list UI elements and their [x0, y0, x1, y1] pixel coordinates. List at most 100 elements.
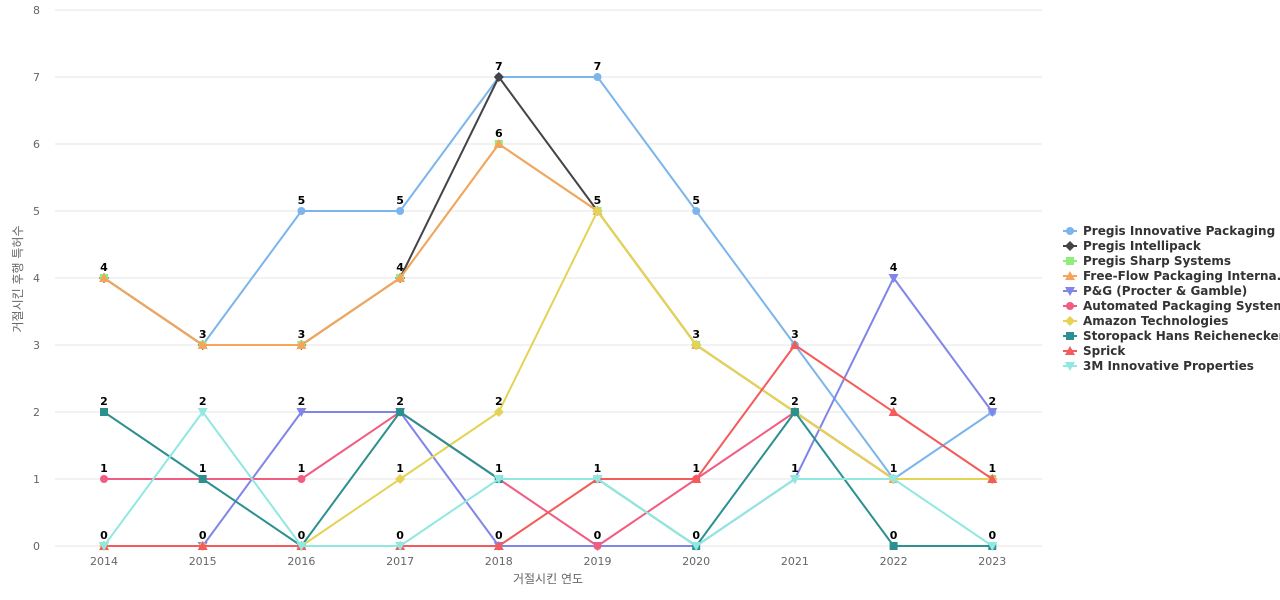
- legend-item[interactable]: Pregis Sharp Systems: [1063, 254, 1231, 268]
- legend-label: Automated Packaging Systems: [1083, 299, 1280, 313]
- data-label: 2: [298, 395, 306, 408]
- legend-item[interactable]: P&G (Procter & Gamble): [1063, 284, 1247, 298]
- legend-item[interactable]: Pregis Innovative Packaging: [1063, 224, 1275, 238]
- data-point[interactable]: [691, 474, 702, 483]
- data-point[interactable]: [100, 408, 108, 416]
- data-point[interactable]: [790, 408, 799, 416]
- data-point[interactable]: [888, 407, 899, 416]
- series-line: [104, 210, 993, 547]
- data-point[interactable]: [692, 207, 701, 215]
- data-point[interactable]: [592, 475, 603, 484]
- series-line: [103, 411, 993, 547]
- legend-marker-icon[interactable]: [1066, 302, 1074, 310]
- data-point[interactable]: [100, 475, 108, 483]
- data-point[interactable]: [99, 273, 109, 282]
- legend-label: Pregis Intellipack: [1083, 239, 1202, 253]
- data-point[interactable]: [888, 475, 899, 484]
- data-point[interactable]: [395, 542, 406, 551]
- series-line: [103, 76, 993, 480]
- data-label: 1: [890, 462, 898, 475]
- data-point[interactable]: [493, 407, 504, 417]
- legend-item[interactable]: Sprick: [1063, 344, 1126, 358]
- y-tick-label: 0: [33, 540, 40, 553]
- legend-item[interactable]: Automated Packaging Systems: [1063, 299, 1280, 313]
- data-label: 3: [199, 328, 207, 341]
- data-label: 3: [298, 328, 306, 341]
- x-axis-ticks: 2014 2015 2016 2017 2018 2019 2020 2021 2022 2023: [90, 555, 1006, 568]
- x-axis-title: 거절시킨 연도: [513, 572, 583, 586]
- data-point[interactable]: [296, 340, 307, 349]
- data-label: 2: [988, 395, 996, 408]
- data-point[interactable]: [987, 408, 998, 417]
- data-point[interactable]: [888, 274, 899, 283]
- legend-item[interactable]: Storopack Hans Reichenecker: [1063, 329, 1280, 343]
- y-tick-label: 8: [33, 4, 40, 17]
- legend-marker-icon[interactable]: [1065, 271, 1075, 280]
- data-point[interactable]: [691, 542, 702, 551]
- data-point[interactable]: [197, 340, 208, 349]
- legend-marker-icon[interactable]: [1066, 227, 1074, 235]
- data-point[interactable]: [493, 139, 504, 148]
- legend-marker-icon[interactable]: [1065, 316, 1075, 326]
- data-point[interactable]: [396, 408, 405, 416]
- legend-label: Free-Flow Packaging Interna...: [1083, 269, 1280, 283]
- x-tick-label: 2014: [90, 555, 118, 568]
- data-point[interactable]: [297, 207, 306, 215]
- data-point[interactable]: [396, 207, 405, 215]
- data-point[interactable]: [889, 542, 898, 550]
- legend-marker-icon[interactable]: [1066, 332, 1074, 340]
- legend-marker-icon[interactable]: [1065, 241, 1075, 251]
- data-point[interactable]: [593, 73, 602, 81]
- data-point[interactable]: [197, 541, 208, 550]
- data-point[interactable]: [395, 474, 406, 484]
- data-point[interactable]: [493, 475, 504, 484]
- data-point[interactable]: [592, 206, 603, 216]
- x-tick-label: 2016: [287, 555, 315, 568]
- y-tick-label: 3: [33, 339, 40, 352]
- data-label: 1: [495, 462, 503, 475]
- legend-item[interactable]: Amazon Technologies: [1063, 314, 1228, 328]
- data-point[interactable]: [296, 542, 307, 551]
- data-point[interactable]: [987, 542, 998, 551]
- data-label: 0: [890, 529, 898, 542]
- data-point[interactable]: [493, 541, 504, 550]
- legend-label: Amazon Technologies: [1083, 314, 1228, 328]
- data-label: 2: [890, 395, 898, 408]
- legend-label: P&G (Procter & Gamble): [1083, 284, 1247, 298]
- x-tick-label: 2015: [189, 555, 217, 568]
- data-point[interactable]: [198, 475, 207, 483]
- data-label: 2: [791, 395, 799, 408]
- data-point[interactable]: [297, 475, 306, 483]
- legend-marker-icon[interactable]: [1065, 287, 1075, 296]
- data-point[interactable]: [197, 408, 208, 417]
- legend-item[interactable]: Free-Flow Packaging Interna...: [1063, 269, 1280, 283]
- legend-marker-icon[interactable]: [1065, 362, 1075, 371]
- y-axis-ticks: 0 1 2 3 4 5 6 7 8: [33, 4, 40, 553]
- data-point[interactable]: [987, 474, 998, 483]
- data-point[interactable]: [691, 340, 702, 350]
- data-point[interactable]: [493, 72, 504, 82]
- data-label: 2: [199, 395, 207, 408]
- x-tick-label: 2022: [880, 555, 908, 568]
- data-label: 1: [988, 462, 996, 475]
- data-label: 4: [890, 261, 898, 274]
- data-label: 1: [199, 462, 207, 475]
- data-point[interactable]: [296, 408, 307, 417]
- legend-marker-icon[interactable]: [1066, 257, 1074, 265]
- data-label: 1: [298, 462, 306, 475]
- legend-marker-icon[interactable]: [1065, 346, 1075, 355]
- x-tick-label: 2020: [682, 555, 710, 568]
- legend-item[interactable]: 3M Innovative Properties: [1063, 359, 1254, 373]
- data-label: 1: [791, 462, 799, 475]
- data-label: 0: [594, 529, 602, 542]
- data-point[interactable]: [593, 542, 602, 550]
- legend-item[interactable]: Pregis Intellipack: [1063, 239, 1202, 253]
- x-tick-label: 2019: [584, 555, 612, 568]
- data-point[interactable]: [99, 542, 109, 551]
- y-tick-label: 7: [33, 71, 40, 84]
- series-9: [99, 408, 998, 551]
- data-point[interactable]: [395, 273, 406, 282]
- data-point[interactable]: [789, 340, 800, 349]
- data-point[interactable]: [789, 475, 800, 484]
- data-label: 1: [396, 462, 404, 475]
